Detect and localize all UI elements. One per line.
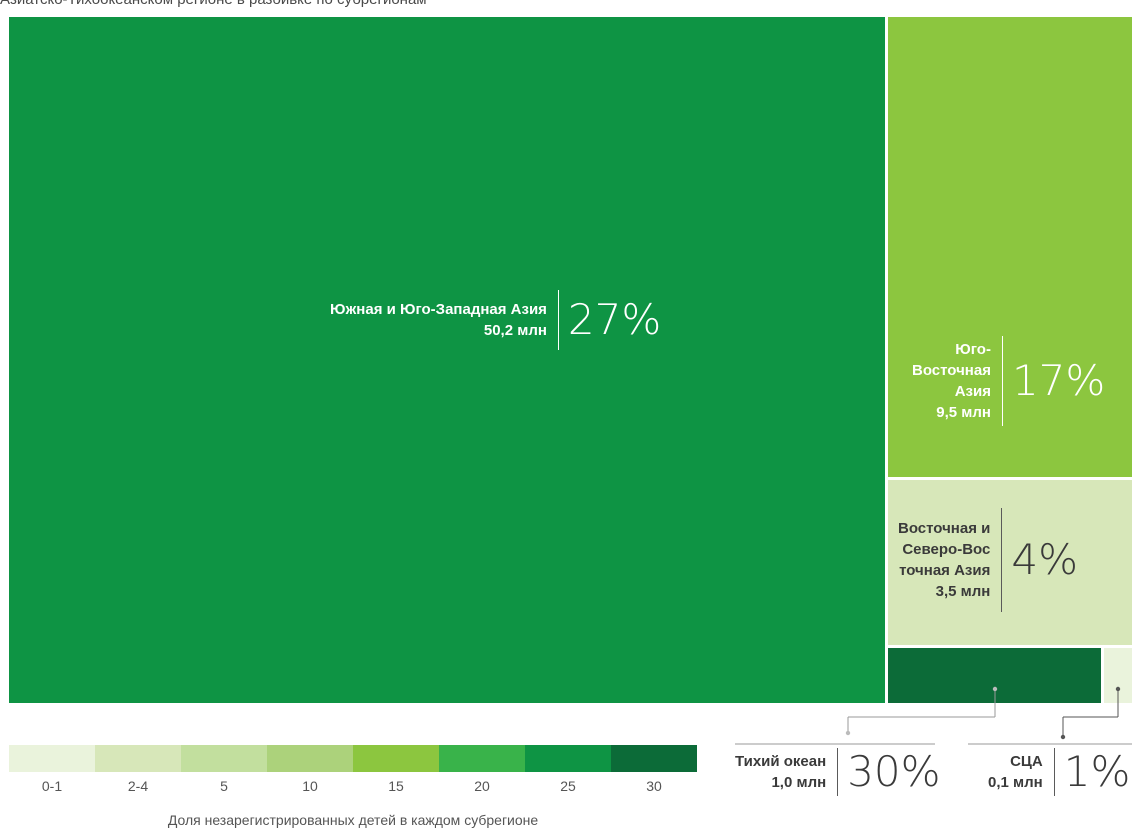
- legend-tick-15: 15: [388, 778, 404, 794]
- region-name-line: Азия: [954, 383, 991, 400]
- region-name-line: Восточная и: [898, 520, 991, 537]
- treemap-block-southeast-asia: [888, 17, 1132, 477]
- region-percent: 17%: [1011, 356, 1106, 405]
- legend-swatch-5: [181, 745, 267, 772]
- region-value: 50,2 млн: [483, 322, 547, 339]
- region-name: СЦА: [1010, 753, 1043, 770]
- region-percent: 4%: [1011, 535, 1078, 584]
- legend-tick-10: 10: [302, 778, 318, 794]
- legend-swatch-20: [439, 745, 525, 772]
- region-value: 1,0 млн: [771, 774, 827, 791]
- region-name-line: Северо-Вос: [902, 541, 991, 558]
- label-divider: [1001, 508, 1003, 612]
- legend-swatch-10: [267, 745, 353, 772]
- pacific-connector-dot: [992, 686, 998, 692]
- region-name-line: точная Азия: [899, 562, 991, 579]
- legend-tick-labels: 0-1 2-4 5 10 15 20 25 30: [9, 778, 697, 794]
- legend-swatch-15: [353, 745, 439, 772]
- legend-tick-2-4: 2-4: [127, 778, 149, 794]
- region-percent: 1%: [1063, 747, 1131, 796]
- label-divider: [1053, 748, 1055, 796]
- sca-connector-dot: [1115, 686, 1121, 692]
- label-divider: [557, 290, 559, 350]
- region-value: 0,1 млн: [988, 774, 1043, 791]
- legend-title: Доля незарегистрированных детей в каждом…: [167, 812, 539, 828]
- treemap-block-south-southwest-asia: [9, 17, 885, 703]
- pacific-connector: [847, 689, 996, 733]
- legend-tick-5: 5: [220, 778, 228, 794]
- label-divider: [837, 748, 839, 796]
- legend-swatch-30: [611, 745, 697, 772]
- region-name-line: Восточная: [912, 362, 991, 379]
- pacific-connector-dot-end: [845, 730, 851, 736]
- region-percent: 27%: [567, 295, 662, 344]
- legend-swatch-0-1: [9, 745, 95, 772]
- legend-tick-25: 25: [560, 778, 576, 794]
- label-divider: [1001, 336, 1003, 426]
- label-east-northeast-asia: Восточная и Северо-Вос точная Азия 3,5 м…: [898, 508, 1078, 612]
- legend-tick-20: 20: [474, 778, 490, 794]
- label-south-southwest-asia: Южная и Юго-Западная Азия 50,2 млн 27%: [330, 290, 661, 350]
- chart-title: Азиатско-Тихоокеанском регионе в разбивк…: [0, 0, 427, 8]
- sca-connector-dot-end: [1060, 734, 1066, 740]
- sca-connector: [1062, 689, 1119, 735]
- treemap-block-east-northeast-asia: [888, 480, 1132, 645]
- region-name: Южная и Юго-Западная Азия: [330, 301, 547, 318]
- region-name-line: Юго-: [955, 341, 991, 358]
- legend-swatch-2-4: [95, 745, 181, 772]
- legend-swatch-25: [525, 745, 611, 772]
- legend-color-scale: [9, 745, 697, 772]
- region-value: 3,5 млн: [935, 583, 991, 600]
- region-name: Тихий океан: [735, 753, 827, 770]
- legend-tick-30: 30: [646, 778, 662, 794]
- region-value: 9,5 млн: [936, 404, 991, 421]
- label-sca: СЦА 0,1 млн 1%: [988, 748, 1130, 796]
- label-pacific: Тихий океан 1,0 млн 30%: [735, 748, 941, 796]
- region-percent: 30%: [847, 747, 941, 796]
- label-southeast-asia: Юго- Восточная Азия 9,5 млн 17%: [912, 336, 1105, 426]
- legend-tick-0-1: 0-1: [41, 778, 63, 794]
